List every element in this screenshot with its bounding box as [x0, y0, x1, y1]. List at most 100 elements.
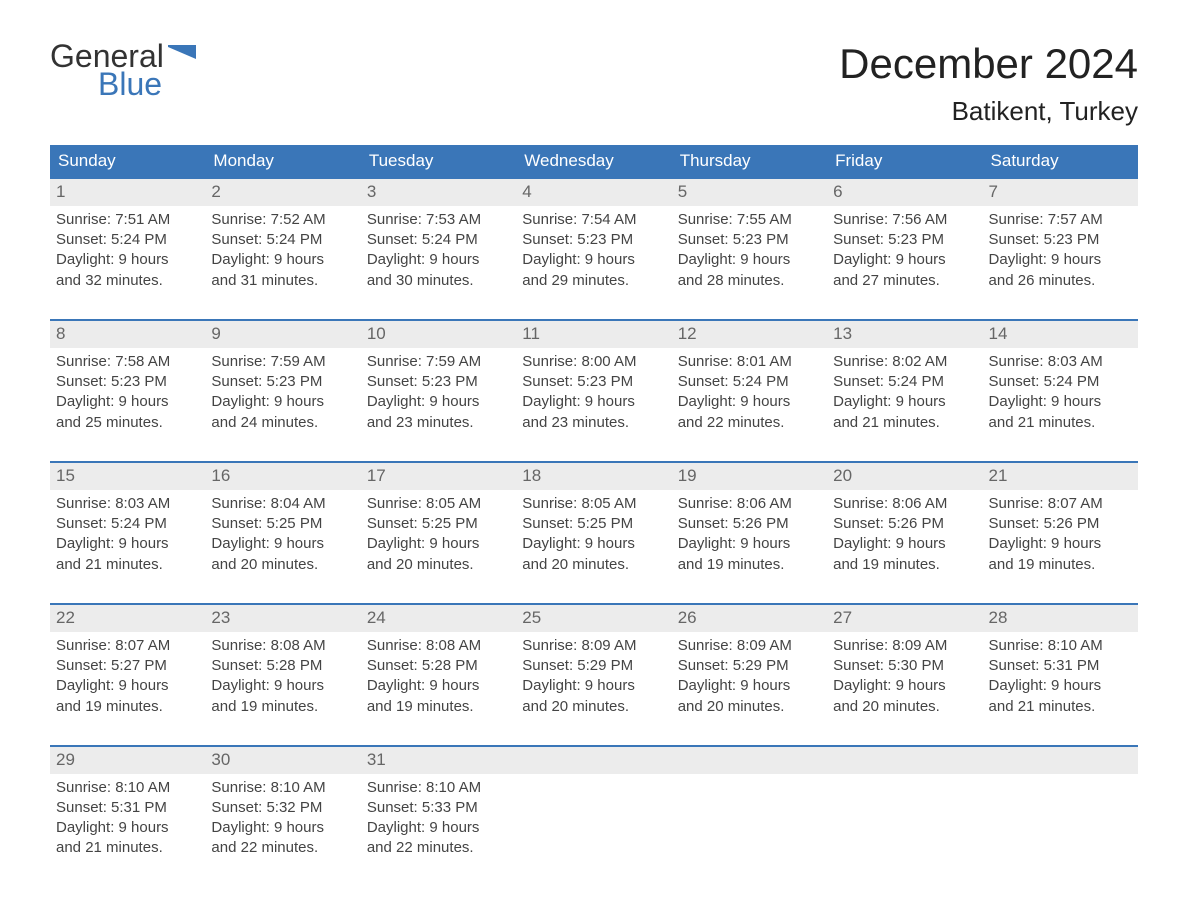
- daylight1-text: Daylight: 9 hours: [56, 250, 199, 270]
- day-number: 1: [50, 179, 205, 206]
- day-cell: [983, 747, 1138, 865]
- day-number: 20: [827, 463, 982, 490]
- day-cell: 8Sunrise: 7:58 AMSunset: 5:23 PMDaylight…: [50, 321, 205, 439]
- sunrise-text: Sunrise: 8:10 AM: [367, 778, 510, 798]
- daylight2-text: and 19 minutes.: [678, 555, 821, 575]
- day-cell: 16Sunrise: 8:04 AMSunset: 5:25 PMDayligh…: [205, 463, 360, 581]
- daylight2-text: and 29 minutes.: [522, 271, 665, 291]
- daylight1-text: Daylight: 9 hours: [367, 676, 510, 696]
- day-content: Sunrise: 8:06 AMSunset: 5:26 PMDaylight:…: [827, 490, 982, 581]
- sunrise-text: Sunrise: 7:59 AM: [211, 352, 354, 372]
- daylight1-text: Daylight: 9 hours: [56, 392, 199, 412]
- daylight2-text: and 24 minutes.: [211, 413, 354, 433]
- sunrise-text: Sunrise: 7:56 AM: [833, 210, 976, 230]
- sunrise-text: Sunrise: 7:58 AM: [56, 352, 199, 372]
- daylight1-text: Daylight: 9 hours: [678, 250, 821, 270]
- day-number: 6: [827, 179, 982, 206]
- col-wednesday: Wednesday: [516, 145, 671, 177]
- day-content: Sunrise: 8:08 AMSunset: 5:28 PMDaylight:…: [205, 632, 360, 723]
- day-cell: 1Sunrise: 7:51 AMSunset: 5:24 PMDaylight…: [50, 179, 205, 297]
- daylight2-text: and 19 minutes.: [211, 697, 354, 717]
- day-cell: 11Sunrise: 8:00 AMSunset: 5:23 PMDayligh…: [516, 321, 671, 439]
- sunrise-text: Sunrise: 8:08 AM: [211, 636, 354, 656]
- day-content: Sunrise: 7:59 AMSunset: 5:23 PMDaylight:…: [205, 348, 360, 439]
- day-cell: 20Sunrise: 8:06 AMSunset: 5:26 PMDayligh…: [827, 463, 982, 581]
- daylight2-text: and 23 minutes.: [522, 413, 665, 433]
- daylight2-text: and 20 minutes.: [211, 555, 354, 575]
- daylight1-text: Daylight: 9 hours: [367, 534, 510, 554]
- sunset-text: Sunset: 5:23 PM: [522, 230, 665, 250]
- daylight1-text: Daylight: 9 hours: [678, 392, 821, 412]
- daylight2-text: and 26 minutes.: [989, 271, 1132, 291]
- sunset-text: Sunset: 5:24 PM: [367, 230, 510, 250]
- daylight1-text: Daylight: 9 hours: [522, 676, 665, 696]
- daylight1-text: Daylight: 9 hours: [56, 534, 199, 554]
- col-thursday: Thursday: [672, 145, 827, 177]
- day-content: Sunrise: 8:10 AMSunset: 5:33 PMDaylight:…: [361, 774, 516, 865]
- day-number: 29: [50, 747, 205, 774]
- sunrise-text: Sunrise: 7:59 AM: [367, 352, 510, 372]
- day-content: Sunrise: 8:05 AMSunset: 5:25 PMDaylight:…: [516, 490, 671, 581]
- daylight1-text: Daylight: 9 hours: [211, 392, 354, 412]
- sunset-text: Sunset: 5:32 PM: [211, 798, 354, 818]
- sunrise-text: Sunrise: 8:06 AM: [833, 494, 976, 514]
- daylight2-text: and 22 minutes.: [211, 838, 354, 858]
- day-number-empty: [516, 747, 671, 774]
- daylight1-text: Daylight: 9 hours: [522, 534, 665, 554]
- sunrise-text: Sunrise: 8:10 AM: [56, 778, 199, 798]
- calendar-week: 22Sunrise: 8:07 AMSunset: 5:27 PMDayligh…: [50, 603, 1138, 723]
- daylight2-text: and 19 minutes.: [989, 555, 1132, 575]
- day-cell: 26Sunrise: 8:09 AMSunset: 5:29 PMDayligh…: [672, 605, 827, 723]
- sunset-text: Sunset: 5:29 PM: [522, 656, 665, 676]
- day-cell: 15Sunrise: 8:03 AMSunset: 5:24 PMDayligh…: [50, 463, 205, 581]
- daylight2-text: and 20 minutes.: [522, 697, 665, 717]
- daylight2-text: and 31 minutes.: [211, 271, 354, 291]
- sunset-text: Sunset: 5:24 PM: [833, 372, 976, 392]
- sunset-text: Sunset: 5:23 PM: [522, 372, 665, 392]
- daylight2-text: and 22 minutes.: [367, 838, 510, 858]
- sunset-text: Sunset: 5:30 PM: [833, 656, 976, 676]
- col-sunday: Sunday: [50, 145, 205, 177]
- sunset-text: Sunset: 5:24 PM: [211, 230, 354, 250]
- daylight2-text: and 20 minutes.: [678, 697, 821, 717]
- location-label: Batikent, Turkey: [839, 96, 1138, 127]
- sunrise-text: Sunrise: 8:05 AM: [522, 494, 665, 514]
- day-content: Sunrise: 8:05 AMSunset: 5:25 PMDaylight:…: [361, 490, 516, 581]
- day-content: Sunrise: 8:03 AMSunset: 5:24 PMDaylight:…: [983, 348, 1138, 439]
- sunrise-text: Sunrise: 7:55 AM: [678, 210, 821, 230]
- day-content: Sunrise: 7:57 AMSunset: 5:23 PMDaylight:…: [983, 206, 1138, 297]
- sunset-text: Sunset: 5:27 PM: [56, 656, 199, 676]
- day-number: 10: [361, 321, 516, 348]
- day-number: 8: [50, 321, 205, 348]
- daylight1-text: Daylight: 9 hours: [522, 392, 665, 412]
- sunrise-text: Sunrise: 8:03 AM: [989, 352, 1132, 372]
- sunset-text: Sunset: 5:24 PM: [678, 372, 821, 392]
- daylight2-text: and 19 minutes.: [367, 697, 510, 717]
- daylight2-text: and 23 minutes.: [367, 413, 510, 433]
- day-cell: [516, 747, 671, 865]
- sunset-text: Sunset: 5:23 PM: [833, 230, 976, 250]
- day-number-empty: [827, 747, 982, 774]
- day-number: 14: [983, 321, 1138, 348]
- day-number: 21: [983, 463, 1138, 490]
- daylight2-text: and 19 minutes.: [56, 697, 199, 717]
- day-cell: 28Sunrise: 8:10 AMSunset: 5:31 PMDayligh…: [983, 605, 1138, 723]
- day-content: Sunrise: 8:09 AMSunset: 5:29 PMDaylight:…: [672, 632, 827, 723]
- sunrise-text: Sunrise: 8:05 AM: [367, 494, 510, 514]
- sunset-text: Sunset: 5:26 PM: [833, 514, 976, 534]
- day-content: Sunrise: 8:09 AMSunset: 5:30 PMDaylight:…: [827, 632, 982, 723]
- day-content: Sunrise: 8:02 AMSunset: 5:24 PMDaylight:…: [827, 348, 982, 439]
- day-number: 4: [516, 179, 671, 206]
- day-cell: 30Sunrise: 8:10 AMSunset: 5:32 PMDayligh…: [205, 747, 360, 865]
- day-number: 2: [205, 179, 360, 206]
- daylight1-text: Daylight: 9 hours: [678, 534, 821, 554]
- daylight1-text: Daylight: 9 hours: [211, 676, 354, 696]
- day-content: Sunrise: 7:55 AMSunset: 5:23 PMDaylight:…: [672, 206, 827, 297]
- day-content: Sunrise: 7:59 AMSunset: 5:23 PMDaylight:…: [361, 348, 516, 439]
- daylight1-text: Daylight: 9 hours: [833, 392, 976, 412]
- day-number: 28: [983, 605, 1138, 632]
- sunrise-text: Sunrise: 8:06 AM: [678, 494, 821, 514]
- daylight1-text: Daylight: 9 hours: [367, 392, 510, 412]
- day-number-empty: [672, 747, 827, 774]
- sunrise-text: Sunrise: 8:09 AM: [678, 636, 821, 656]
